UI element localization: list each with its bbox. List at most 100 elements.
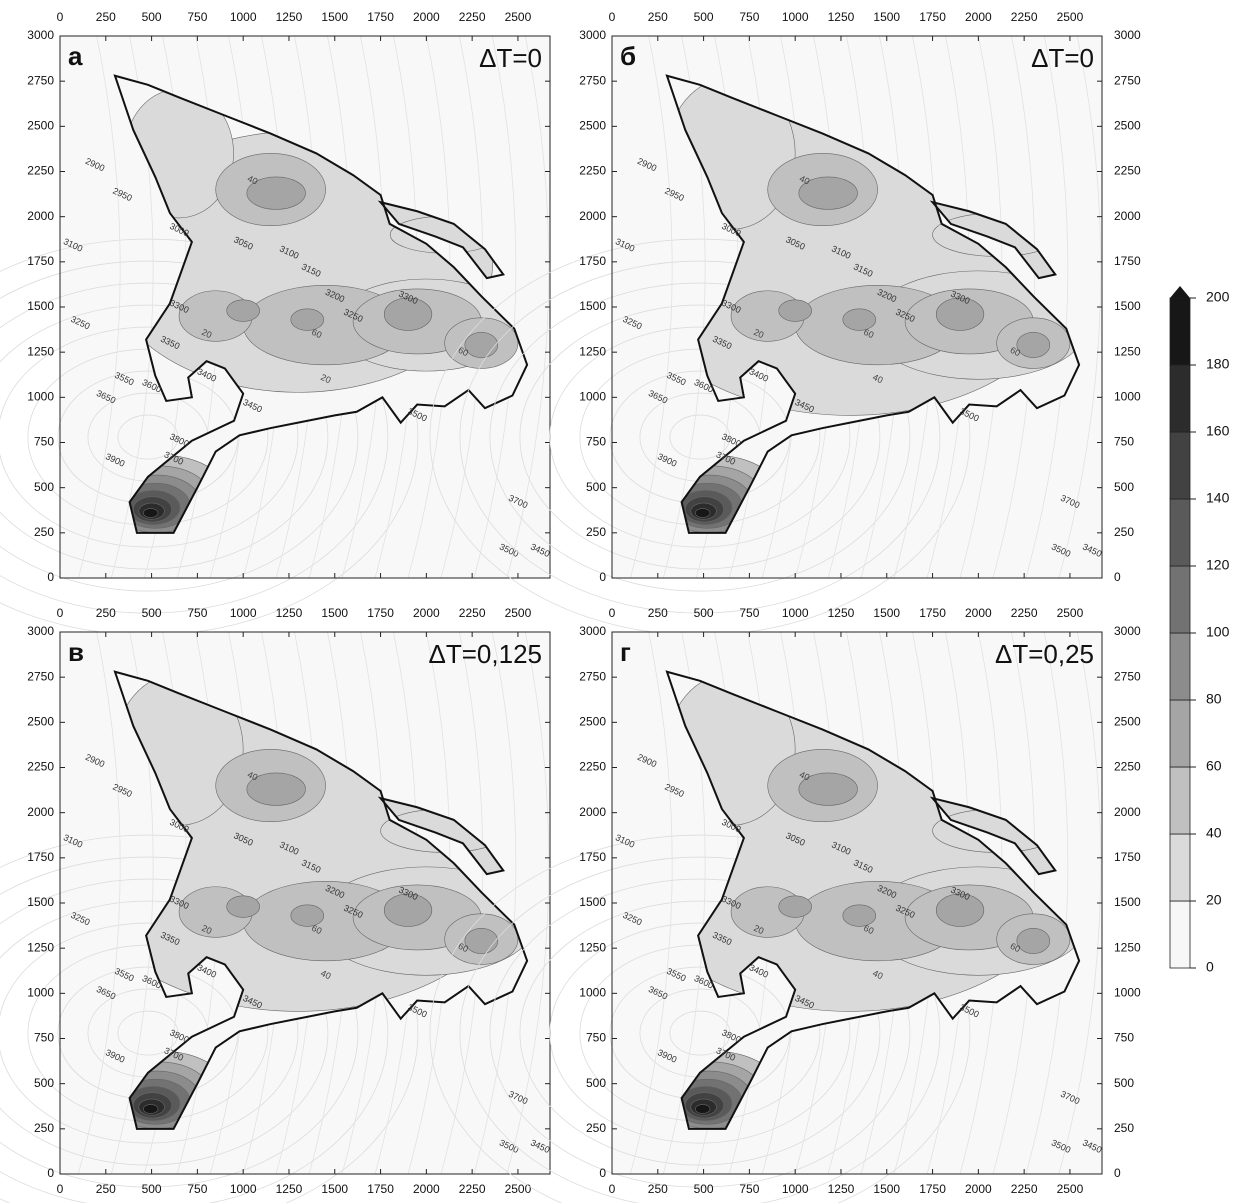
y-tick-label: 2750 [27, 669, 54, 683]
colorbar-tick-label: 80 [1206, 691, 1222, 707]
x-tick-label: 0 [57, 1182, 64, 1196]
y-tick-label: 1750 [27, 254, 54, 268]
y-tick-label: 2500 [579, 715, 606, 729]
thickness-zone [1017, 928, 1050, 953]
x-tick-label: 2250 [459, 606, 486, 620]
y-tick-label: 3000 [27, 624, 54, 638]
x-tick-label: 1750 [367, 1182, 394, 1196]
y-tick-label: 500 [586, 480, 606, 494]
y-tick-label: 500 [34, 480, 54, 494]
x-tick-label: 2000 [413, 606, 440, 620]
y-tick-label: 2750 [579, 669, 606, 683]
thickness-zone [384, 894, 432, 927]
y-tick-label: 3000 [579, 28, 606, 42]
x-tick-label: 250 [648, 10, 668, 24]
x-tick-label: 1750 [367, 10, 394, 24]
colorbar-segment [1170, 566, 1190, 633]
thickness-zone [143, 508, 158, 517]
x-tick-label: 1500 [873, 1182, 900, 1196]
colorbar-segment [1170, 365, 1190, 432]
thickness-zone [291, 905, 324, 927]
y-tick-label: 2250 [27, 164, 54, 178]
y-tick-label: 1000 [579, 986, 606, 1000]
y-tick-label: 2750 [1114, 73, 1141, 87]
x-tick-label: 2250 [459, 1182, 486, 1196]
x-tick-label: 2250 [1011, 606, 1038, 620]
x-tick-label: 750 [187, 606, 207, 620]
thickness-zone [465, 928, 498, 953]
y-tick-label: 1000 [579, 390, 606, 404]
x-tick-label: 1000 [230, 10, 257, 24]
x-tick-label: 1500 [873, 606, 900, 620]
y-tick-label: 2000 [27, 805, 54, 819]
x-tick-label: 1000 [230, 1182, 257, 1196]
thickness-zone [384, 298, 432, 331]
x-tick-label: 1750 [367, 606, 394, 620]
y-tick-label: 3000 [579, 624, 606, 638]
y-tick-label: 2250 [1114, 760, 1141, 774]
colorbar: 020406080100120140160180200 [1170, 286, 1230, 975]
y-tick-label: 1250 [579, 940, 606, 954]
x-tick-label: 500 [142, 10, 162, 24]
y-tick-label: 1500 [27, 299, 54, 313]
x-tick-label: 1000 [782, 606, 809, 620]
x-tick-label: 2500 [1057, 606, 1084, 620]
thickness-zone [843, 309, 876, 331]
panel-label: в [68, 637, 84, 667]
y-tick-label: 1250 [1114, 344, 1141, 358]
thickness-zone [227, 896, 260, 918]
y-tick-label: 1500 [579, 895, 606, 909]
y-tick-label: 1500 [579, 299, 606, 313]
figure: 2900295030003050310031003150320032503250… [0, 0, 1239, 1203]
y-tick-label: 3000 [1114, 624, 1141, 638]
colorbar-tick-label: 60 [1206, 758, 1222, 774]
x-tick-label: 2250 [1011, 10, 1038, 24]
y-tick-label: 250 [1114, 525, 1134, 539]
panel-annotation: ΔT=0,125 [429, 639, 543, 669]
y-tick-label: 0 [599, 1166, 606, 1180]
x-tick-label: 1500 [321, 10, 348, 24]
x-tick-label: 250 [96, 1182, 116, 1196]
x-tick-label: 500 [142, 606, 162, 620]
map-panel: 2900295030003050310031003150320032503250… [0, 606, 551, 1203]
x-tick-label: 1500 [321, 606, 348, 620]
y-tick-label: 3000 [27, 28, 54, 42]
y-tick-label: 3000 [1114, 28, 1141, 42]
thickness-zone [779, 896, 812, 918]
colorbar-tick-label: 100 [1206, 624, 1230, 640]
y-tick-label: 1750 [1114, 254, 1141, 268]
colorbar-tick-label: 200 [1206, 289, 1230, 305]
y-tick-label: 1000 [1114, 986, 1141, 1000]
x-tick-label: 1250 [828, 606, 855, 620]
panel-label: а [68, 41, 83, 71]
x-tick-label: 750 [739, 1182, 759, 1196]
y-tick-label: 1000 [1114, 390, 1141, 404]
y-tick-label: 2000 [1114, 209, 1141, 223]
x-tick-label: 1250 [276, 1182, 303, 1196]
y-tick-label: 1500 [27, 895, 54, 909]
y-tick-label: 750 [34, 1031, 54, 1045]
y-tick-label: 500 [1114, 480, 1134, 494]
x-tick-label: 2000 [965, 606, 992, 620]
panel-label: б [620, 41, 636, 71]
x-tick-label: 1000 [782, 10, 809, 24]
y-tick-label: 2000 [27, 209, 54, 223]
y-tick-label: 500 [34, 1076, 54, 1090]
y-tick-label: 1500 [1114, 895, 1141, 909]
y-tick-label: 2250 [579, 164, 606, 178]
thickness-zone [936, 894, 984, 927]
x-tick-label: 750 [187, 10, 207, 24]
colorbar-tick-label: 180 [1206, 356, 1230, 372]
x-tick-label: 1500 [321, 1182, 348, 1196]
x-tick-label: 2000 [965, 1182, 992, 1196]
colorbar-segment [1170, 499, 1190, 566]
y-tick-label: 1500 [1114, 299, 1141, 313]
colorbar-segment [1170, 767, 1190, 834]
y-tick-label: 750 [1114, 1031, 1134, 1045]
panel-annotation: ΔT=0,25 [995, 639, 1094, 669]
x-tick-label: 250 [648, 606, 668, 620]
y-tick-label: 500 [586, 1076, 606, 1090]
y-tick-label: 0 [47, 570, 54, 584]
y-tick-label: 250 [34, 1121, 54, 1135]
